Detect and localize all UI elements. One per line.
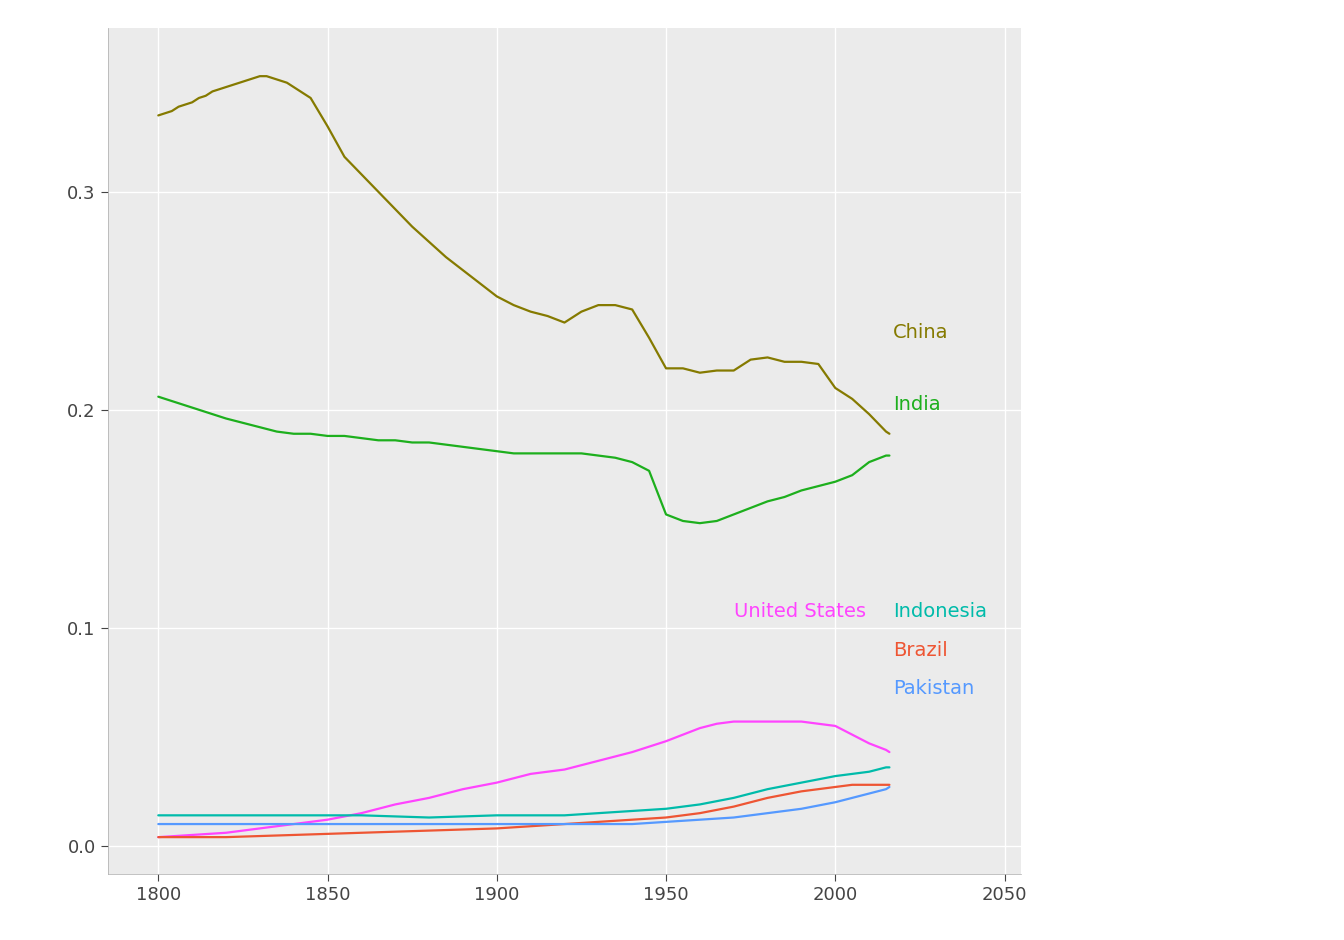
Text: United States: United States (734, 603, 866, 621)
Text: Brazil: Brazil (892, 640, 948, 660)
Text: Indonesia: Indonesia (892, 603, 986, 621)
Text: Pakistan: Pakistan (892, 679, 974, 697)
Text: China: China (892, 323, 949, 342)
Text: India: India (892, 395, 941, 415)
